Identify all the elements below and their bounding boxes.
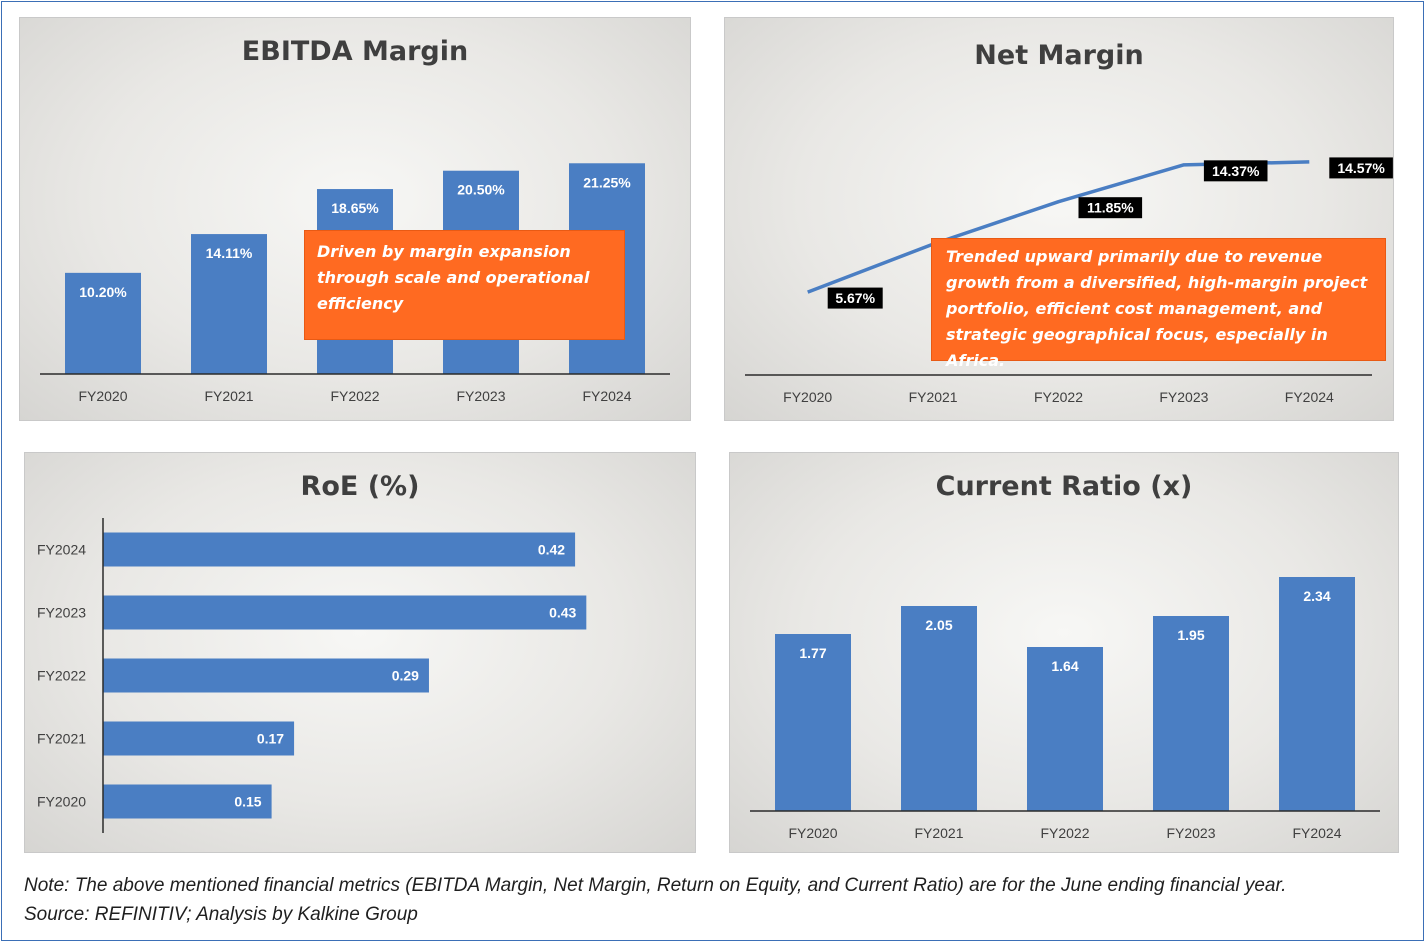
data-label-box	[1078, 197, 1143, 219]
chart-title: RoE (%)	[300, 471, 420, 502]
bar	[103, 784, 272, 819]
bar	[65, 272, 141, 374]
data-label: 14.57%	[1337, 160, 1385, 176]
bar	[103, 721, 295, 756]
data-label: 11.85%	[1087, 200, 1134, 216]
x-tick-label: FY2023	[1159, 389, 1208, 405]
bar	[1279, 577, 1355, 811]
bar	[103, 595, 587, 630]
data-label: 20.50%	[457, 182, 505, 198]
data-label: 1.77	[799, 645, 826, 661]
data-label: 0.15	[234, 794, 261, 810]
data-label-box	[1329, 157, 1393, 179]
net-margin-plot: 5.67%8.95%11.85%14.37%14.57%FY2020FY2021…	[745, 157, 1393, 405]
data-label-box	[1203, 160, 1268, 182]
y-tick-label: FY2023	[37, 605, 86, 621]
data-label: 10.20%	[79, 284, 127, 300]
chart-title: Net Margin	[974, 40, 1144, 71]
x-tick-label: FY2022	[1034, 389, 1083, 405]
ebitda-margin-chart: EBITDA Margin 10.20% FY2020 14.11% FY2021 18…	[19, 17, 691, 421]
bar	[775, 634, 851, 811]
x-tick-label: FY2022	[1040, 825, 1089, 841]
x-tick-label: FY2024	[582, 388, 631, 404]
roe-plot: 0.42 FY2024 0.43 FY2023 0.29 FY2022 0.17 FY2021…	[37, 518, 587, 833]
x-tick-label: FY2024	[1285, 389, 1334, 405]
y-tick-label: FY2024	[37, 542, 86, 558]
ebitda-plot: 10.20% FY2020 14.11% FY2021 18.65% FY2022 20.5…	[40, 163, 670, 404]
data-label: 14.11%	[206, 245, 253, 261]
x-tick-label: FY2022	[330, 388, 379, 404]
net-margin-chart: Net Margin 5.67%8.95%11.85%14.37%14.57%F…	[724, 17, 1394, 421]
data-label: 0.42	[538, 542, 565, 558]
data-label-box	[827, 287, 883, 309]
x-tick-label: FY2023	[1166, 825, 1215, 841]
bar	[191, 234, 267, 374]
y-tick-label: FY2020	[37, 794, 86, 810]
current-ratio-chart: Current Ratio (x) 1.77 FY2020 2.05 FY2021 1.…	[729, 452, 1399, 853]
y-tick-label: FY2021	[37, 731, 86, 747]
bar	[1027, 647, 1103, 811]
x-tick-label: FY2021	[204, 388, 253, 404]
chart-title: Current Ratio (x)	[935, 471, 1193, 502]
bar	[103, 532, 576, 567]
roe-chart: RoE (%) 0.42 FY2024 0.43 FY2023 0.29 FY2022 0.…	[24, 452, 696, 853]
data-label: 1.64	[1051, 658, 1078, 674]
x-tick-label: FY2020	[783, 389, 832, 405]
net-margin-annotation: Trended upward primarily due to revenue …	[931, 238, 1386, 370]
data-label: 0.17	[257, 731, 284, 747]
footnote-note: Note: The above mentioned financial metr…	[24, 875, 1287, 896]
bar	[103, 658, 429, 693]
x-tick-label: FY2020	[788, 825, 837, 841]
data-label: 2.34	[1303, 588, 1330, 604]
x-tick-label: FY2020	[78, 388, 127, 404]
x-tick-label: FY2023	[456, 388, 505, 404]
data-label: 14.37%	[1212, 163, 1260, 179]
x-tick-label: FY2021	[909, 389, 958, 405]
bar	[1153, 616, 1229, 811]
data-label: 0.29	[392, 668, 419, 684]
data-label: 0.43	[549, 605, 576, 621]
data-label: 18.65%	[331, 200, 379, 216]
footnote-source: Source: REFINITIV; Analysis by Kalkine G…	[24, 904, 418, 925]
x-tick-label: FY2024	[1292, 825, 1341, 841]
data-label: 1.95	[1177, 627, 1204, 643]
data-label: 5.67%	[835, 290, 875, 306]
current-ratio-plot: 1.77 FY2020 2.05 FY2021 1.64 FY2022 1.95 FY2023…	[750, 577, 1380, 841]
data-label: 2.05	[925, 617, 952, 633]
chart-title: EBITDA Margin	[241, 36, 469, 67]
ebitda-annotation: Driven by margin expansion through scale…	[304, 230, 625, 340]
bar	[901, 606, 977, 811]
data-label: 21.25%	[583, 174, 631, 190]
x-tick-label: FY2021	[914, 825, 963, 841]
y-tick-label: FY2022	[37, 668, 86, 684]
